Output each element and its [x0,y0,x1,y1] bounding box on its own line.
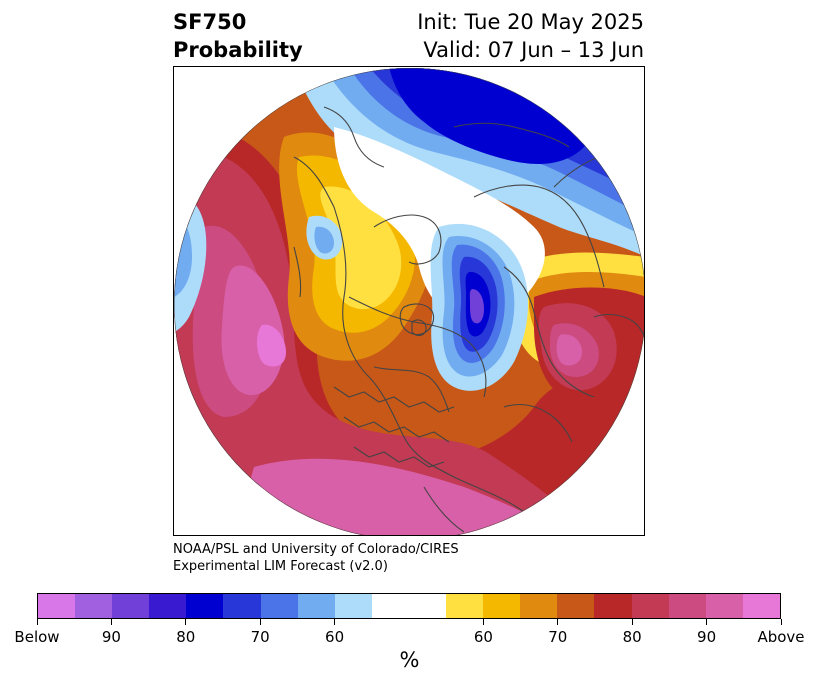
colorbar-tick [482,619,484,625]
shade-blue60-alaska [314,226,334,254]
colorbar-tick [36,619,38,625]
shade-pink-peak [257,324,286,367]
colorbar-tick [185,619,187,625]
colorbar-tick-label: 70 [548,628,568,646]
credit-line-1: NOAA/PSL and University of Colorado/CIRE… [173,542,459,557]
colorbar-tick [780,619,782,625]
metric-name: Probability [173,38,303,62]
colorbar-swatch [149,594,187,618]
shade-magenta-left [174,152,594,535]
colorbar-swatch [705,594,743,618]
colorbar-swatch [112,594,150,618]
colorbar-tick-label: 60 [325,628,345,646]
credit: NOAA/PSL and University of Colorado/CIRE… [173,541,459,575]
init-date: Init: Tue 20 May 2025 [417,10,644,34]
shade-violet-europe [469,289,484,324]
shade-pink-bottom [234,458,574,535]
colorbar-swatch [334,594,372,618]
colorbar-tick-label: 80 [622,628,642,646]
colorbar-swatch [594,594,632,618]
colorbar-tick-label: 90 [101,628,121,646]
colorbar-swatch [75,594,113,618]
colorbar-tick [631,619,633,625]
colorbar-swatch [38,594,76,618]
credit-line-2: Experimental LIM Forecast (v2.0) [173,559,388,574]
colorbar-tick [110,619,112,625]
colorbar-tick-label: Above [757,628,805,646]
colorbar-swatch [223,594,261,618]
colorbar-tick-label: 70 [250,628,270,646]
colorbar-tick [334,619,336,625]
colorbar-tick-label: 80 [176,628,196,646]
valid-range: Valid: 07 Jun – 13 Jun [423,38,644,62]
colorbar-swatch [631,594,669,618]
colorbar-swatch [408,594,447,618]
colorbar-swatch [297,594,335,618]
colorbar-unit: % [399,648,420,672]
colorbar-swatch [446,594,484,618]
colorbar-tick-label: 90 [697,628,717,646]
land-borders [293,106,644,533]
colorbar-swatch [742,594,780,618]
title-right: Init: Tue 20 May 2025 Valid: 07 Jun – 13… [417,8,644,64]
colorbar-swatch [260,594,298,618]
map-panel [173,66,645,536]
shade-lightyellow-na [320,186,402,310]
colorbar [37,593,781,619]
colorbar-tick [259,619,261,625]
colorbar-tick [557,619,559,625]
colorbar-tick-label: Below [14,628,60,646]
colorbar-swatch [557,594,595,618]
colorbar-tick-label: 60 [473,628,493,646]
colorbar-swatch [483,594,521,618]
colorbar-swatch [668,594,706,618]
variable-name: SF750 [173,10,247,34]
colorbar-swatch [371,594,409,618]
probability-map [174,68,644,535]
map-disk [174,68,644,535]
colorbar-tick [706,619,708,625]
colorbar-ticks: Below 90 80 70 60 60 70 80 90 Above [14,619,805,649]
title-left: SF750 Probability [173,8,303,64]
colorbar-swatch [186,594,224,618]
colorbar-swatch [520,594,558,618]
shade-pink-right-core [556,334,582,366]
